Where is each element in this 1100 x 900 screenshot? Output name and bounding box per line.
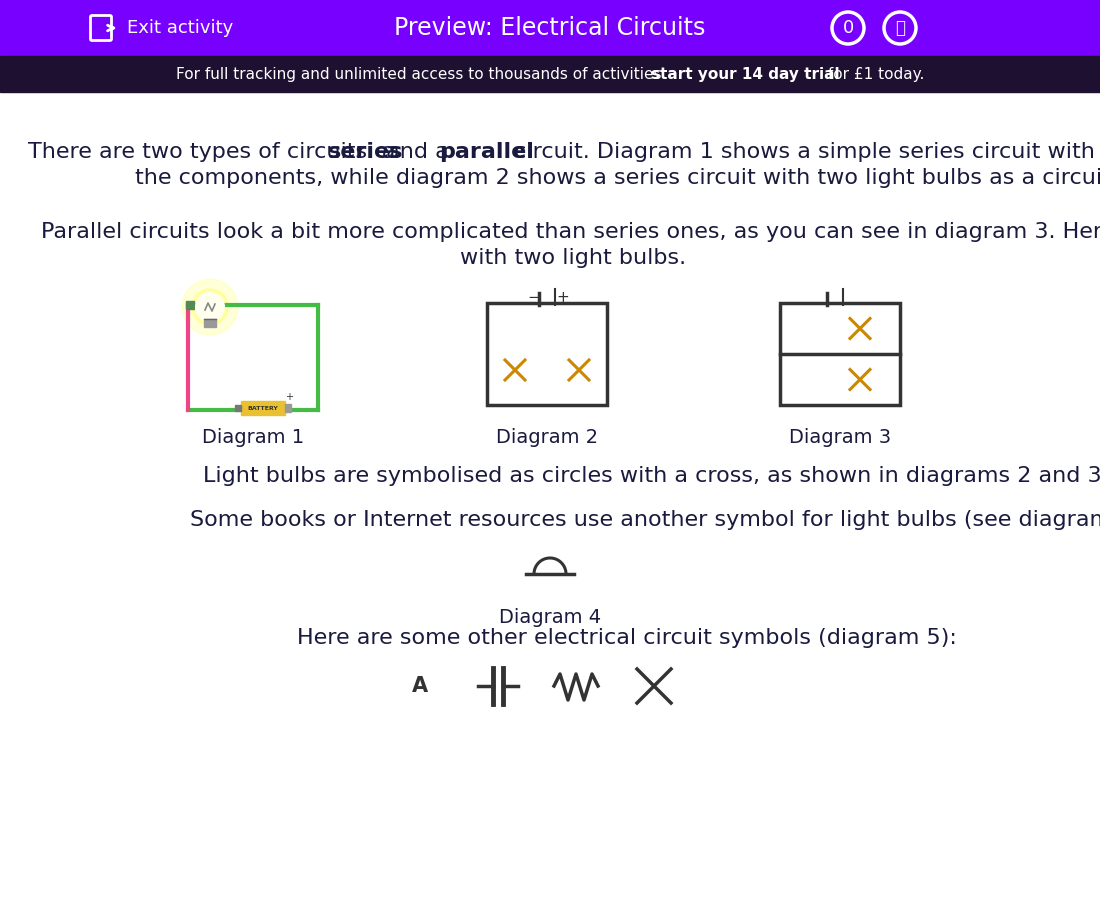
Text: +: +	[285, 392, 293, 402]
Text: and a: and a	[378, 142, 455, 162]
Bar	[780, 303, 900, 405]
Circle shape	[630, 662, 678, 710]
Circle shape	[192, 289, 228, 325]
Text: 0: 0	[843, 19, 854, 37]
Text: −: −	[528, 290, 540, 304]
Text: Some books or Internet resources use another symbol for light bulbs (see diagram: Some books or Internet resources use ano…	[190, 510, 1100, 530]
Text: parallel: parallel	[439, 142, 534, 162]
Text: +: +	[557, 290, 570, 304]
Text: the components, while diagram 2 shows a series circuit with two light bulbs as a: the components, while diagram 2 shows a …	[135, 168, 1100, 188]
Text: start your 14 day trial: start your 14 day trial	[651, 67, 839, 82]
Bar	[241, 401, 285, 415]
Text: Diagram 4: Diagram 4	[499, 608, 601, 627]
Circle shape	[563, 354, 595, 386]
Circle shape	[182, 279, 238, 335]
Bar	[235, 405, 241, 411]
Circle shape	[844, 364, 876, 395]
Text: series: series	[328, 142, 403, 162]
Bar	[0, 0, 1100, 56]
Text: For full tracking and unlimited access to thousands of activities: For full tracking and unlimited access t…	[176, 67, 667, 82]
Text: Here are some other electrical circuit symbols (diagram 5):: Here are some other electrical circuit s…	[297, 628, 957, 648]
Text: Diagram 2: Diagram 2	[496, 428, 598, 447]
Bar	[186, 301, 194, 309]
Text: Exit activity: Exit activity	[126, 19, 233, 37]
Text: Diagram 1: Diagram 1	[202, 428, 304, 447]
Circle shape	[526, 550, 574, 598]
Bar	[0, 56, 1100, 92]
Bar	[204, 319, 216, 327]
Text: BATTERY: BATTERY	[248, 406, 278, 410]
Text: A: A	[411, 676, 428, 696]
Circle shape	[196, 293, 224, 321]
Text: 🏆: 🏆	[895, 19, 905, 37]
Text: Preview: Electrical Circuits: Preview: Electrical Circuits	[394, 16, 706, 40]
Text: for £1 today.: for £1 today.	[824, 67, 925, 82]
Circle shape	[844, 312, 876, 345]
Bar	[285, 404, 292, 412]
Circle shape	[396, 662, 444, 710]
Bar	[487, 303, 607, 405]
Text: Diagram 3: Diagram 3	[789, 428, 891, 447]
Circle shape	[499, 354, 531, 386]
Text: Parallel circuits look a bit more complicated than series ones, as you can see i: Parallel circuits look a bit more compli…	[41, 222, 1100, 242]
Text: circuit. Diagram 1 shows a simple series circuit with drawings of: circuit. Diagram 1 shows a simple series…	[507, 142, 1100, 162]
Text: There are two types of circuits: a: There are two types of circuits: a	[28, 142, 403, 162]
Text: with two light bulbs.: with two light bulbs.	[460, 248, 686, 268]
Text: Light bulbs are symbolised as circles with a cross, as shown in diagrams 2 and 3: Light bulbs are symbolised as circles wi…	[204, 466, 1100, 486]
